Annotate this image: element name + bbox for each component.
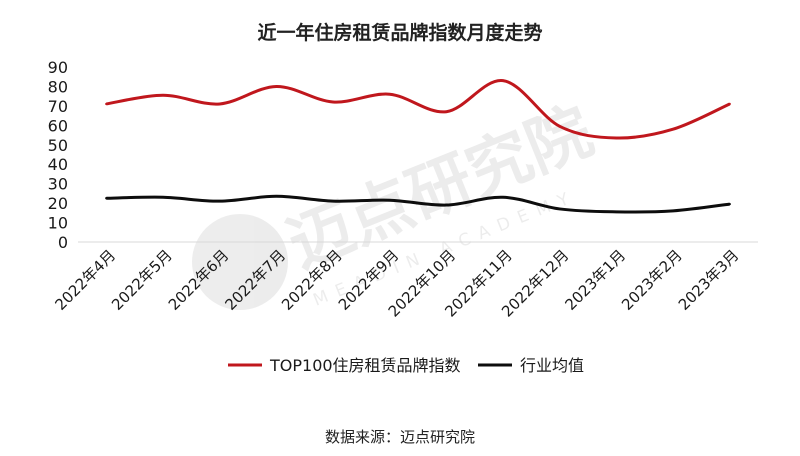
legend-item-2: 行业均值 — [478, 356, 584, 375]
data-point — [558, 125, 561, 128]
y-tick-label: 70 — [48, 97, 68, 116]
data-point — [331, 199, 335, 203]
data-point — [558, 207, 561, 211]
series-layer — [105, 79, 731, 214]
series-line-2 — [106, 194, 730, 214]
legend-label: 行业均值 — [520, 356, 584, 375]
data-point — [445, 203, 448, 207]
y-tick-label: 30 — [48, 175, 68, 194]
data-point — [501, 79, 505, 82]
y-tick-label: 0 — [58, 233, 68, 252]
data-point — [218, 199, 221, 203]
data-point — [275, 85, 278, 88]
data-point — [615, 210, 618, 214]
legend-label: TOP100住房租赁品牌指数 — [269, 356, 461, 375]
data-point — [105, 197, 108, 200]
x-tick-label: 2022年5月 — [108, 246, 176, 314]
data-point — [615, 136, 618, 140]
data-point — [445, 110, 448, 113]
watermark-logo — [192, 214, 288, 310]
data-point — [161, 93, 165, 97]
data-point — [728, 202, 731, 206]
data-point — [388, 198, 391, 202]
data-point — [388, 93, 391, 96]
data-point — [161, 196, 165, 199]
data-point — [218, 102, 221, 106]
data-point — [275, 195, 278, 198]
x-tick-label: 2022年4月 — [51, 246, 119, 314]
legend: TOP100住房租赁品牌指数 行业均值 — [228, 356, 584, 375]
x-tick-label: 2023年2月 — [618, 246, 686, 314]
y-tick-label: 90 — [48, 58, 68, 77]
data-point — [671, 128, 675, 131]
data-source: 数据来源：迈点研究院 — [324, 428, 475, 446]
y-tick-label: 40 — [48, 155, 68, 174]
y-tick-label: 60 — [48, 116, 68, 135]
data-point — [105, 102, 108, 106]
data-point — [671, 209, 675, 213]
y-tick-label: 10 — [48, 214, 68, 233]
x-tick-label: 2023年1月 — [561, 246, 629, 314]
series-line-1 — [106, 79, 731, 140]
legend-item-1: TOP100住房租赁品牌指数 — [228, 356, 461, 375]
data-point — [331, 100, 335, 104]
data-point — [728, 102, 731, 106]
data-point — [501, 196, 505, 199]
x-tick-label: 2023年3月 — [675, 246, 743, 314]
chart-title: 近一年住房租赁品牌指数月度走势 — [257, 22, 543, 44]
y-tick-label: 20 — [48, 194, 68, 213]
y-tick-label: 80 — [48, 77, 68, 96]
y-tick-label: 50 — [48, 136, 68, 155]
